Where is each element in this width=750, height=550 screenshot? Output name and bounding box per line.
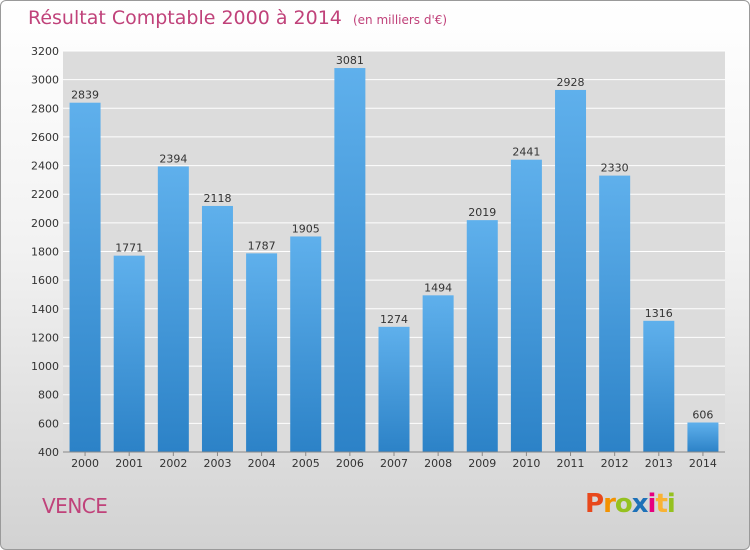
data-label: 2019 <box>468 206 496 219</box>
y-tick-label: 3200 <box>31 45 59 58</box>
y-tick-label: 1200 <box>31 331 59 344</box>
bar <box>422 295 454 452</box>
brand-letter: x <box>631 489 649 519</box>
x-tick-label: 2013 <box>645 457 673 470</box>
y-tick-label: 1000 <box>31 360 59 373</box>
bar <box>69 102 101 453</box>
data-label: 2928 <box>557 76 585 89</box>
y-tick-label: 3000 <box>31 74 59 87</box>
chart-title: Résultat Comptable 2000 à 2014 (en milli… <box>28 7 447 29</box>
x-tick-label: 2006 <box>336 457 364 470</box>
bar <box>201 205 233 452</box>
x-tick-label: 2002 <box>159 457 187 470</box>
brand-letter: r <box>603 489 616 519</box>
data-label: 1316 <box>645 307 673 320</box>
bar <box>246 253 278 452</box>
data-label: 1905 <box>292 222 320 235</box>
data-label: 2839 <box>71 89 99 102</box>
bar <box>510 159 542 452</box>
y-tick-label: 2800 <box>31 102 59 115</box>
x-tick-label: 2012 <box>601 457 629 470</box>
y-tick-label: 2200 <box>31 188 59 201</box>
x-tick-label: 2011 <box>557 457 585 470</box>
y-tick-label: 400 <box>38 446 59 459</box>
bar <box>599 175 631 452</box>
x-tick-label: 2004 <box>248 457 276 470</box>
data-label: 1494 <box>424 281 452 294</box>
bar <box>643 320 675 452</box>
bar <box>157 166 189 452</box>
y-tick-label: 800 <box>38 389 59 402</box>
bar <box>687 422 719 452</box>
location-name: VENCE <box>42 494 108 518</box>
unit-note: (en milliers d'€) <box>352 13 448 27</box>
data-label: 3081 <box>336 54 364 67</box>
x-tick-label: 2001 <box>115 457 143 470</box>
bar <box>378 326 410 452</box>
x-tick-label: 2008 <box>424 457 452 470</box>
x-tick-label: 2014 <box>689 457 717 470</box>
y-tick-label: 1800 <box>31 246 59 259</box>
x-tick-label: 2005 <box>292 457 320 470</box>
y-tick-label: 2400 <box>31 160 59 173</box>
data-label: 1771 <box>115 242 143 255</box>
bar <box>290 236 322 452</box>
brand-letter: i <box>647 489 657 519</box>
x-tick-label: 2010 <box>512 457 540 470</box>
y-tick-label: 1600 <box>31 274 59 287</box>
y-tick-label: 2600 <box>31 131 59 144</box>
data-label: 2118 <box>203 192 231 205</box>
brand-letter: P <box>585 489 604 519</box>
brand-letter: t <box>655 489 667 519</box>
brand-letter: o <box>614 489 633 519</box>
x-tick-label: 2000 <box>71 457 99 470</box>
data-label: 2394 <box>159 152 187 165</box>
brand-logo: Proxiti <box>585 489 676 519</box>
y-tick-label: 2000 <box>31 217 59 230</box>
brand-letter: i <box>666 489 676 519</box>
bar <box>113 255 145 452</box>
data-label: 2330 <box>601 162 629 175</box>
x-tick-label: 2007 <box>380 457 408 470</box>
data-label: 1274 <box>380 313 408 326</box>
bar <box>555 89 587 452</box>
data-label: 2441 <box>512 146 540 159</box>
x-tick-label: 2009 <box>468 457 496 470</box>
x-tick-label: 2003 <box>203 457 231 470</box>
y-tick-label: 1400 <box>31 303 59 316</box>
data-label: 1787 <box>248 239 276 252</box>
data-label: 606 <box>692 408 713 421</box>
bar <box>334 68 366 452</box>
bar <box>466 220 498 452</box>
y-tick-label: 600 <box>38 417 59 430</box>
title-text: Résultat Comptable 2000 à 2014 <box>28 7 342 29</box>
